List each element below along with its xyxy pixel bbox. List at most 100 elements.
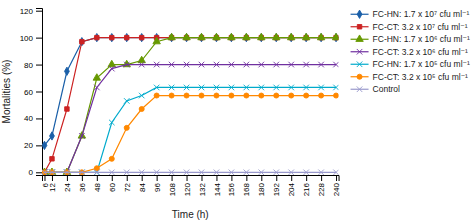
line bbox=[44, 38, 336, 146]
point bbox=[318, 170, 324, 175]
tick-mark bbox=[67, 175, 68, 181]
point bbox=[229, 170, 235, 175]
point bbox=[273, 170, 279, 175]
point bbox=[109, 66, 115, 72]
tick: 132 bbox=[198, 175, 207, 196]
point bbox=[79, 170, 85, 175]
tick-mark bbox=[36, 172, 42, 173]
legend-marker bbox=[356, 35, 363, 41]
point bbox=[109, 156, 114, 161]
series bbox=[42, 33, 338, 149]
tick-label: 228 bbox=[317, 182, 326, 196]
point bbox=[259, 85, 265, 91]
tick: 40 bbox=[24, 114, 42, 123]
point bbox=[214, 170, 220, 175]
point bbox=[42, 170, 47, 175]
point bbox=[169, 170, 175, 175]
tick: 20 bbox=[24, 141, 42, 150]
tick: 180 bbox=[257, 175, 266, 196]
tick-label: 80 bbox=[24, 61, 33, 70]
point bbox=[303, 62, 309, 68]
tick-label: 192 bbox=[272, 182, 281, 196]
point bbox=[94, 33, 99, 41]
plot: 6122436486072849610812013214415616818019… bbox=[20, 7, 341, 197]
tick-label: 216 bbox=[302, 182, 311, 196]
series bbox=[42, 170, 339, 175]
tick: 72 bbox=[123, 175, 132, 192]
tick-mark bbox=[246, 175, 247, 181]
tick-label: 240 bbox=[332, 182, 341, 196]
legend-marker bbox=[357, 49, 363, 55]
point bbox=[109, 33, 114, 41]
legend-marker bbox=[357, 61, 363, 67]
legend-item: FC-CT: 3.2 x 10⁶ cfu ml⁻¹ bbox=[351, 47, 469, 57]
point bbox=[139, 170, 145, 175]
point bbox=[273, 62, 279, 68]
tick-mark bbox=[44, 175, 45, 181]
point bbox=[95, 35, 99, 39]
point bbox=[332, 33, 338, 39]
point bbox=[139, 106, 144, 111]
tick: 204 bbox=[287, 175, 296, 196]
point bbox=[244, 170, 250, 175]
point bbox=[258, 33, 265, 39]
point bbox=[199, 170, 205, 175]
point bbox=[213, 33, 220, 39]
tick: 48 bbox=[93, 175, 102, 192]
tick: 120 bbox=[20, 7, 42, 16]
legend-item: FC-HN: 1.7 x 10⁵ cfu ml⁻¹ bbox=[351, 59, 470, 69]
tick: 192 bbox=[272, 175, 281, 196]
tick-mark bbox=[216, 175, 217, 181]
tick-label: 144 bbox=[213, 182, 222, 196]
point bbox=[168, 33, 175, 39]
legend-label: FC-CT: 3.2 x 10⁵ cfu ml⁻¹ bbox=[373, 72, 469, 82]
point bbox=[154, 93, 159, 98]
tick-label: 100 bbox=[20, 34, 34, 43]
tick: 80 bbox=[24, 61, 42, 70]
point bbox=[109, 120, 115, 126]
tick-mark bbox=[321, 175, 322, 181]
legend-label: FC-HN: 1.7 x 10⁷ cfu ml⁻¹ bbox=[373, 9, 470, 19]
point bbox=[65, 107, 69, 111]
point bbox=[317, 33, 324, 39]
tick: 228 bbox=[317, 175, 326, 196]
legend-item: FC-CT: 3.2 x 10⁵ cfu ml⁻¹ bbox=[351, 72, 469, 82]
tick-label: 120 bbox=[20, 7, 34, 16]
point bbox=[169, 93, 174, 98]
marks bbox=[42, 33, 339, 175]
tick-mark bbox=[336, 175, 337, 181]
point bbox=[199, 62, 205, 68]
point bbox=[94, 170, 100, 175]
point bbox=[333, 170, 338, 175]
y-axis: 020406080100120 bbox=[20, 7, 43, 178]
line bbox=[44, 65, 336, 173]
tick-label: 204 bbox=[287, 182, 296, 196]
tick-label: 72 bbox=[123, 182, 132, 191]
legend-label: FC-CT: 3.2 x 10⁶ cfu ml⁻¹ bbox=[373, 47, 469, 57]
point bbox=[229, 93, 234, 98]
point bbox=[139, 93, 145, 99]
tick-label: 168 bbox=[242, 182, 251, 196]
tick-label: 108 bbox=[168, 182, 177, 196]
point bbox=[199, 85, 205, 91]
point bbox=[214, 62, 220, 68]
point bbox=[273, 33, 280, 39]
tick-label: 36 bbox=[78, 182, 87, 191]
tick-mark bbox=[36, 11, 42, 12]
point bbox=[79, 133, 85, 139]
tick-mark bbox=[36, 118, 42, 119]
point bbox=[214, 93, 219, 98]
point bbox=[244, 85, 250, 91]
tick-mark bbox=[187, 175, 188, 181]
point bbox=[229, 85, 235, 91]
series bbox=[42, 85, 339, 175]
legend-marker bbox=[357, 74, 362, 79]
point bbox=[154, 170, 160, 175]
legend-item: FC-HN: 1.7 x 10⁷ cfu ml⁻¹ bbox=[351, 9, 470, 19]
point bbox=[274, 93, 279, 98]
point bbox=[50, 157, 54, 161]
tick: 240 bbox=[332, 175, 341, 196]
point bbox=[169, 85, 175, 91]
point bbox=[124, 62, 130, 68]
point bbox=[303, 85, 309, 91]
